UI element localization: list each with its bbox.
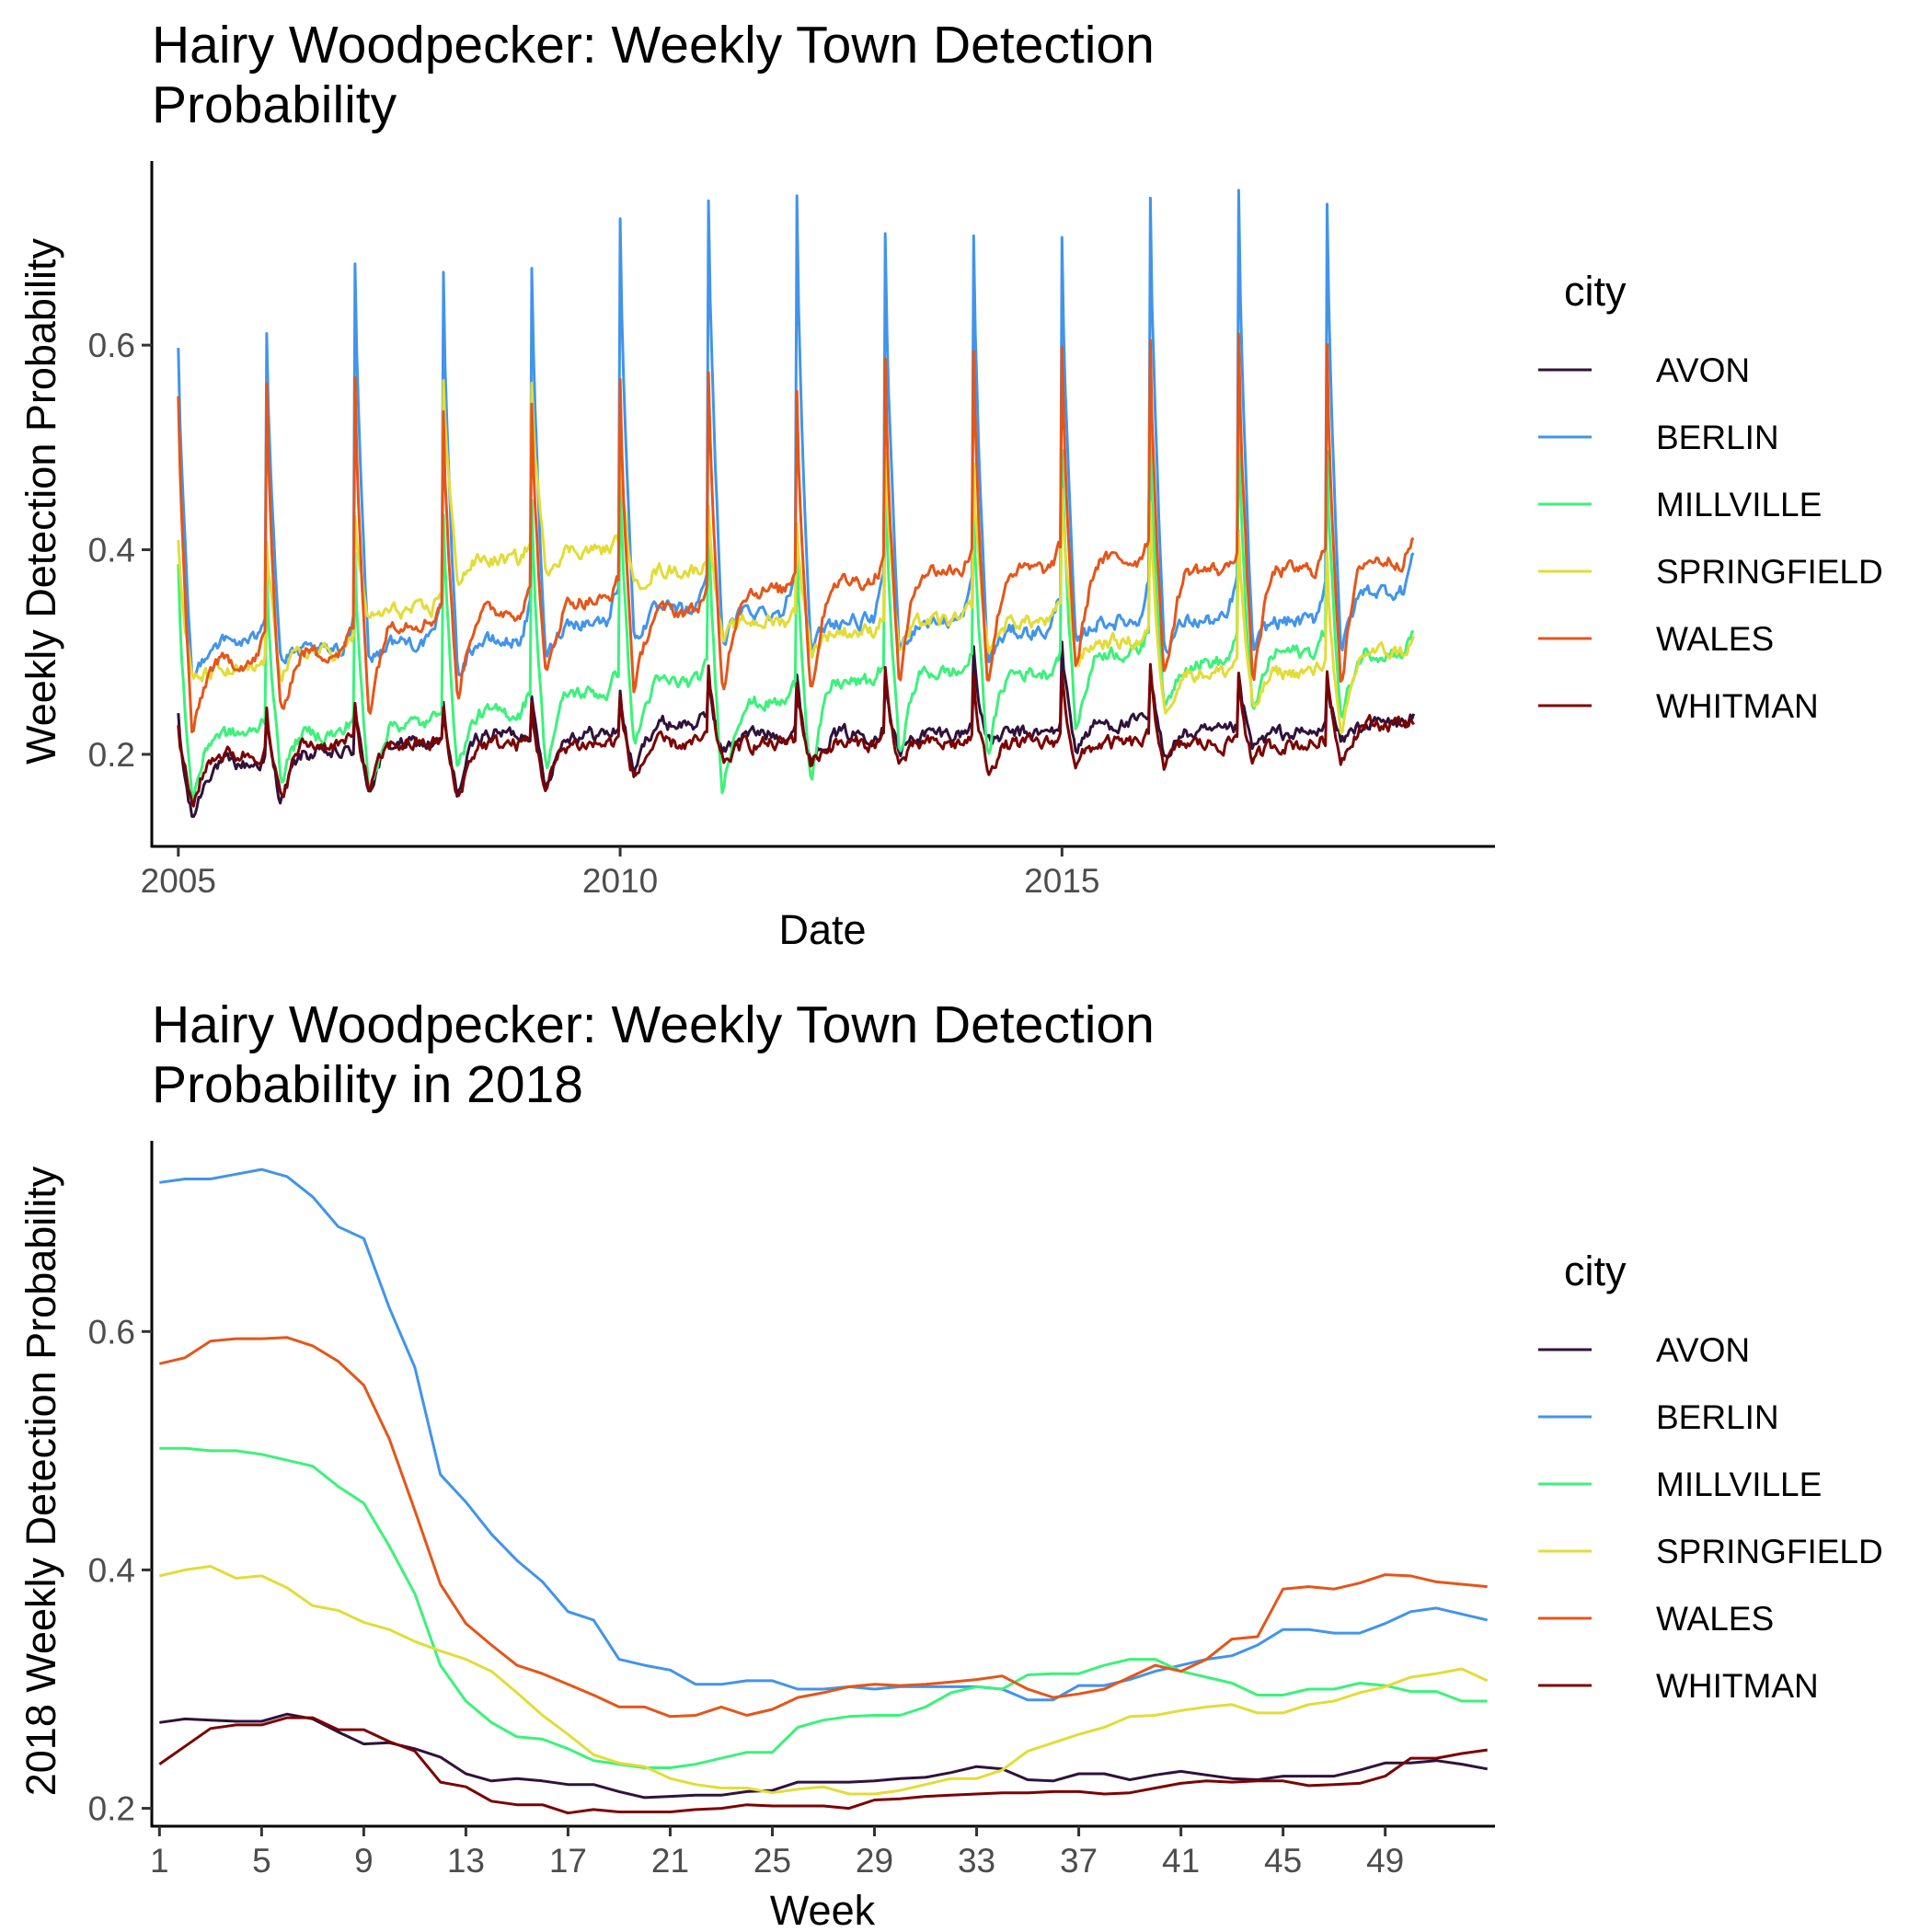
legend-label-springfield: SPRINGFIELD xyxy=(1656,553,1883,591)
y-tick-label: 0.2 xyxy=(88,1790,135,1828)
legend-label-berlin: BERLIN xyxy=(1656,1398,1779,1436)
legend-label-avon: AVON xyxy=(1656,1331,1750,1369)
series-line-millville xyxy=(159,1446,1488,1769)
chart-title-line-2: Probability xyxy=(152,75,397,134)
x-tick-label: 25 xyxy=(753,1842,791,1880)
series-line-springfield xyxy=(158,1565,1489,1796)
y-tick-label: 0.4 xyxy=(88,1551,135,1589)
chart-title-line-1: Hairy Woodpecker: Weekly Town Detection xyxy=(152,995,1155,1054)
chart-title-line-1: Hairy Woodpecker: Weekly Town Detection xyxy=(152,16,1155,75)
x-tick-label: 17 xyxy=(549,1842,587,1880)
legend-label-berlin: BERLIN xyxy=(1656,419,1779,456)
legend: city AVON BERLIN MILLVILLE SPRINGFIELD WALES… xyxy=(1538,268,1883,725)
legend-title: city xyxy=(1564,1248,1627,1294)
axes: 0.2 0.4 0.6 1 5 9 13 17 21 25 29 33 37 41 45 49 xyxy=(88,1141,1495,1880)
series-line-whitman xyxy=(158,1716,1488,1815)
x-axis-title: Date xyxy=(778,906,866,953)
plot-lines xyxy=(177,189,1416,819)
y-tick-label: 0.6 xyxy=(88,327,135,364)
legend-label-springfield: SPRINGFIELD xyxy=(1656,1533,1883,1570)
axes: 0.2 0.4 0.6 2005 2010 2015 xyxy=(88,161,1495,900)
x-tick-label: 21 xyxy=(651,1842,689,1880)
x-tick-label: 2015 xyxy=(1024,862,1099,900)
x-tick-label: 1 xyxy=(150,1842,169,1880)
x-tick-label: 13 xyxy=(447,1842,485,1880)
legend-label-whitman: WHITMAN xyxy=(1656,687,1819,725)
legend-title: city xyxy=(1564,268,1627,315)
chart-weekly-detection-timeseries: Hairy Woodpecker: Weekly Town Detection … xyxy=(17,16,1883,953)
x-tick-label: 5 xyxy=(252,1842,271,1880)
chart-title-line-2: Probability in 2018 xyxy=(152,1055,583,1114)
x-tick-label: 49 xyxy=(1366,1842,1404,1880)
x-tick-label: 2010 xyxy=(582,862,658,900)
legend-label-millville: MILLVILLE xyxy=(1656,1466,1822,1503)
legend-label-millville: MILLVILLE xyxy=(1656,486,1822,523)
legend-label-wales: WALES xyxy=(1656,620,1774,658)
legend-label-whitman: WHITMAN xyxy=(1656,1667,1819,1705)
x-tick-label: 45 xyxy=(1264,1842,1302,1880)
legend-label-wales: WALES xyxy=(1656,1600,1774,1638)
plot-lines xyxy=(158,1167,1489,1815)
x-tick-label: 29 xyxy=(856,1842,893,1880)
series-line-berlin xyxy=(177,189,1415,679)
x-tick-label: 37 xyxy=(1060,1842,1098,1880)
series-line-whitman xyxy=(177,662,1415,808)
x-tick-label: 9 xyxy=(354,1842,374,1880)
series-line-wales xyxy=(177,332,1415,733)
y-tick-label: 0.6 xyxy=(88,1313,135,1351)
y-axis-title: 2018 Weekly Detection Probability xyxy=(17,1166,64,1796)
y-tick-label: 0.2 xyxy=(88,736,135,774)
legend-label-avon: AVON xyxy=(1656,351,1750,389)
series-line-avon xyxy=(159,1712,1488,1800)
chart-2018-weekly-detection: Hairy Woodpecker: Weekly Town Detection … xyxy=(17,995,1883,1932)
series-line-wales xyxy=(158,1336,1488,1719)
legend: city AVON BERLIN MILLVILLE SPRINGFIELD WALES… xyxy=(1538,1248,1883,1705)
x-tick-label: 2005 xyxy=(141,862,216,900)
x-tick-label: 41 xyxy=(1162,1842,1200,1880)
y-tick-label: 0.4 xyxy=(88,532,135,569)
y-axis-title: Weekly Detection Probability xyxy=(17,238,64,765)
series-line-berlin xyxy=(159,1167,1489,1702)
x-axis-title: Week xyxy=(770,1887,876,1932)
x-tick-label: 33 xyxy=(958,1842,995,1880)
